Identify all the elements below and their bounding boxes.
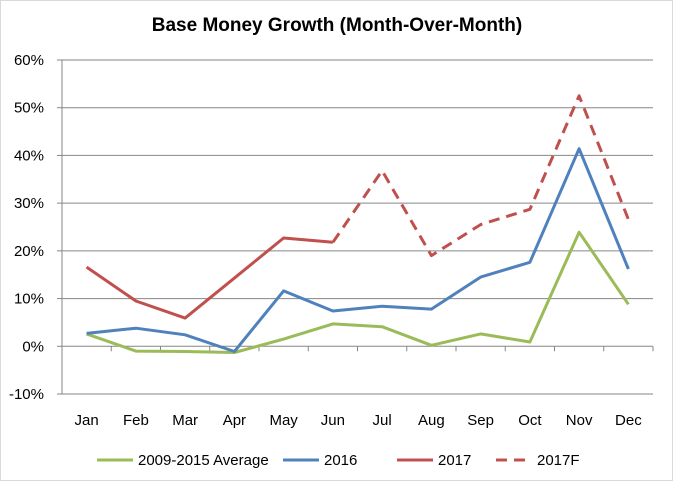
series-line-2017f bbox=[331, 94, 630, 258]
x-tick-label: Sep bbox=[467, 412, 494, 429]
y-tick-label: -10% bbox=[9, 386, 44, 403]
series-line-2009-2015-average bbox=[86, 230, 630, 354]
legend-label-2017: 2017 bbox=[438, 452, 471, 469]
y-tick-label: 0% bbox=[22, 338, 44, 355]
chart-title: Base Money Growth (Month-Over-Month) bbox=[152, 15, 522, 36]
legend-label-2017f: 2017F bbox=[537, 452, 580, 469]
x-tick-label: Jul bbox=[373, 412, 392, 429]
x-tick-label: May bbox=[269, 412, 298, 429]
legend-label-2009-2015-average: 2009-2015 Average bbox=[138, 452, 269, 469]
x-tick-label: Apr bbox=[223, 412, 246, 429]
legend: 2009-2015 Average 2016 2017 2017F bbox=[97, 452, 580, 469]
y-tick-label: 50% bbox=[14, 100, 44, 117]
legend-label-2016: 2016 bbox=[324, 452, 357, 469]
y-tick-label: 30% bbox=[14, 195, 44, 212]
y-tick-label: 20% bbox=[14, 243, 44, 260]
x-tick-label: Nov bbox=[566, 412, 593, 429]
series-lines bbox=[85, 94, 630, 354]
series-line-2017 bbox=[85, 236, 334, 320]
x-tick-label: Jun bbox=[321, 412, 345, 429]
y-tick-label: 60% bbox=[14, 52, 44, 69]
x-tick-label: Oct bbox=[518, 412, 542, 429]
x-tick-label: Feb bbox=[123, 412, 149, 429]
x-axis-ticks: Jan Feb Mar Apr May Jun Jul Aug Sep Oct Nov Dec bbox=[75, 412, 643, 429]
y-tick-label: 10% bbox=[14, 291, 44, 308]
gridlines bbox=[57, 59, 654, 395]
x-tick-label: Dec bbox=[615, 412, 642, 429]
x-tick-label: Jan bbox=[75, 412, 99, 429]
x-tick-label: Aug bbox=[418, 412, 445, 429]
series-line-2016 bbox=[86, 147, 630, 353]
y-tick-label: 40% bbox=[14, 147, 44, 164]
y-axis-ticks: -10% 0% 10% 20% 30% 40% 50% 60% bbox=[9, 52, 44, 403]
x-tick-label: Mar bbox=[172, 412, 198, 429]
